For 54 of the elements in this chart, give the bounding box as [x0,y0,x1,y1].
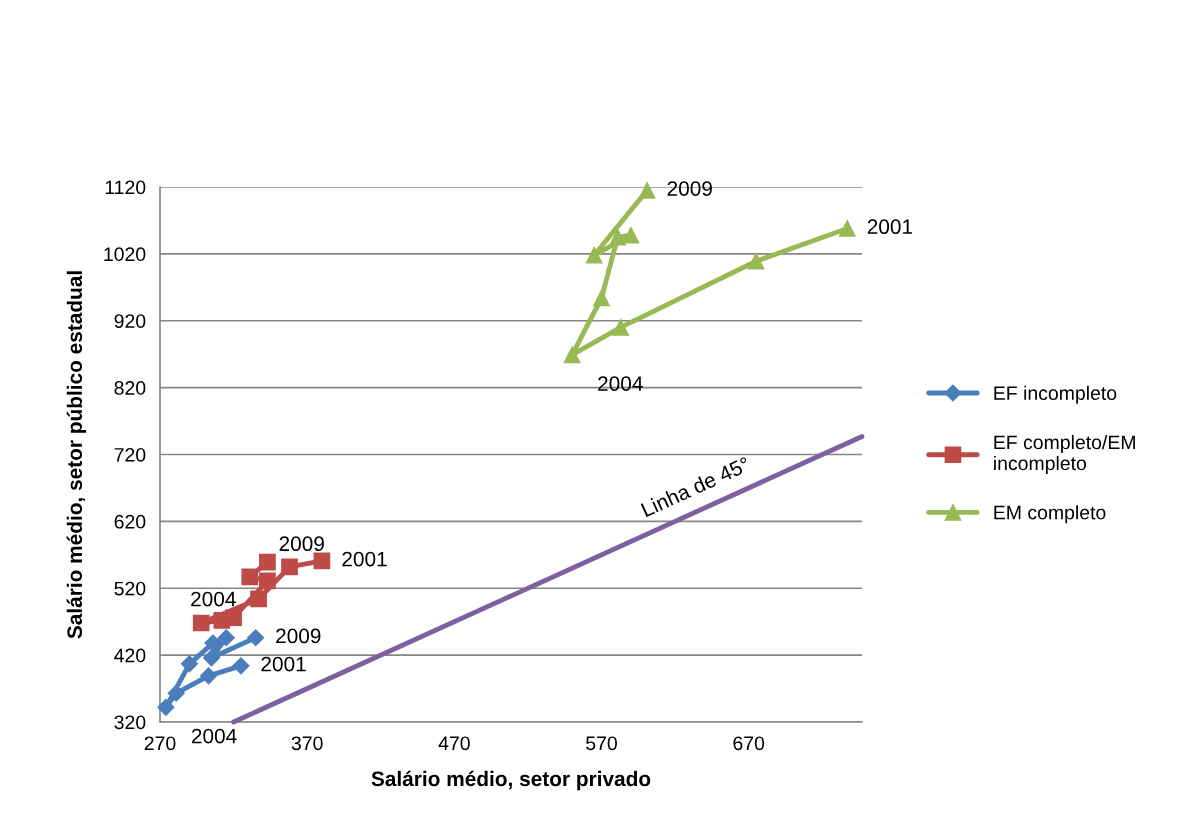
point [180,655,198,673]
point [609,228,627,246]
legend-label: EM completo [994,505,1106,524]
point [638,182,656,199]
y-tick-label: 820 [114,381,146,395]
point [259,553,276,571]
point [622,226,640,244]
x-tick-label: 370 [291,736,323,751]
y-axis-title: Salário médio, setor público estadual [66,271,87,639]
y-tick-label: 720 [114,447,146,462]
point [585,246,603,264]
point [281,558,298,576]
point [247,629,265,647]
x-tick-label: 670 [733,736,765,751]
point [838,220,856,237]
annotation: 2001 [261,656,306,672]
point [217,629,235,647]
point [241,568,259,586]
y-tick-label: 420 [114,648,146,663]
point [232,657,250,675]
annotation: 2004 [191,591,236,607]
annotation: 2009 [279,536,324,552]
point [250,590,267,608]
annotation: 2009 [276,628,321,644]
point [200,667,218,685]
point [192,614,210,632]
point [202,649,221,667]
x-tick-label: 270 [144,736,176,751]
y-tick-label: 620 [114,514,146,529]
point [157,698,175,716]
point [612,319,629,336]
y-tick-label: 1020 [104,247,146,262]
legend-label: EF completo/EM incompleto [994,434,1135,475]
point [167,684,185,702]
annotation: 2004 [598,376,643,391]
x-axis-title: Salário médio, setor privado [371,770,651,791]
y-tick-label: 920 [114,314,146,328]
annotation: 2001 [342,551,387,567]
annotation: 2009 [667,181,712,196]
annotation: Linha de 45° [640,455,751,518]
y-tick-label: 1120 [105,180,146,195]
point [225,609,242,627]
point [563,346,581,364]
point [259,572,276,590]
annotation: 2001 [867,219,913,235]
annotation: 2004 [191,728,237,744]
point [593,289,610,307]
y-tick-label: 320 [114,715,146,730]
x-tick-label: 470 [438,736,470,751]
y-tick-label: 520 [114,581,146,596]
x-tick-label: 570 [586,736,617,751]
legend-label: EF incompleto [994,385,1117,404]
point [313,552,331,570]
point [747,252,765,270]
